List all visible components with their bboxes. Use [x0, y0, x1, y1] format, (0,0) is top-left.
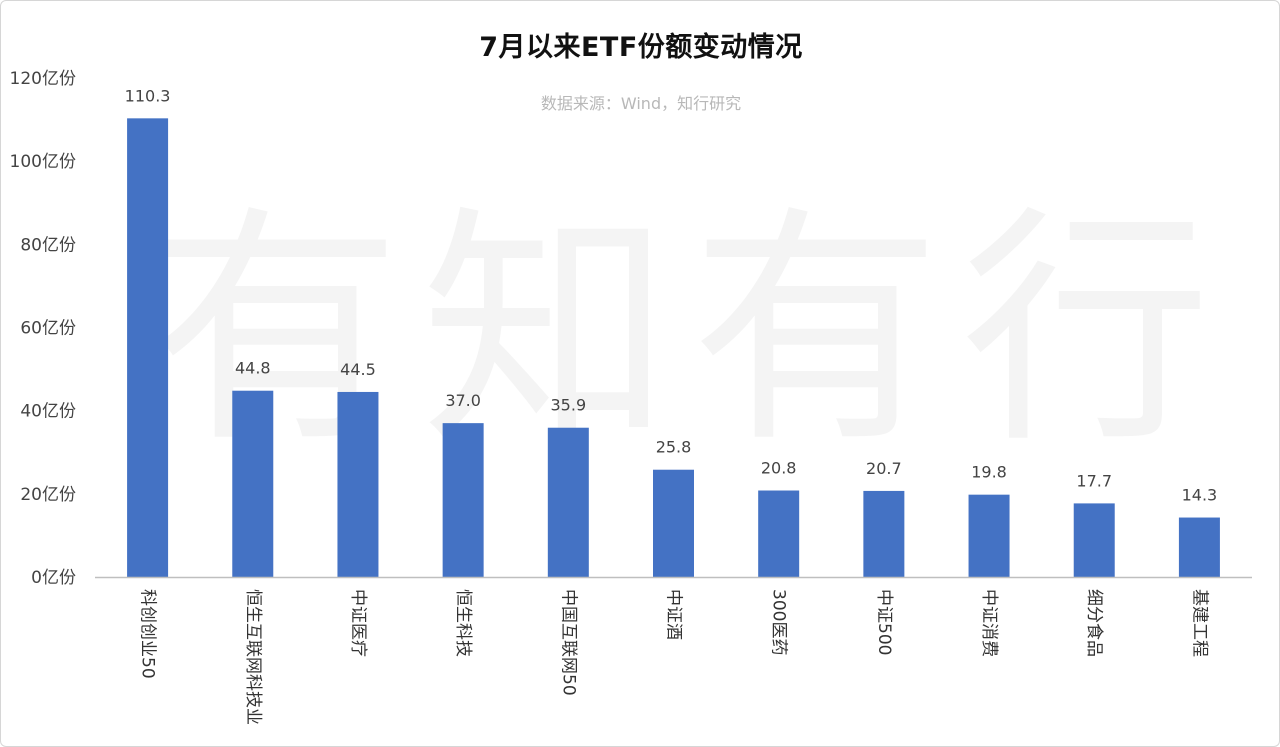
- data-label: 17.7: [1076, 471, 1112, 490]
- bar: [127, 118, 169, 578]
- data-label: 110.3: [125, 86, 171, 105]
- bar: [1178, 517, 1220, 577]
- data-label: 14.3: [1182, 486, 1218, 505]
- category-label: 恒生科技: [453, 589, 473, 657]
- bar: [547, 427, 589, 577]
- data-label: 20.7: [866, 459, 902, 478]
- y-tick-label: 60亿份: [20, 319, 76, 339]
- category-label: 恒生互联网科技业: [243, 589, 263, 725]
- data-label: 20.8: [761, 459, 797, 478]
- chart-source-note: 数据来源：Wind，知行研究: [540, 94, 742, 113]
- y-tick-label: 100亿份: [10, 152, 76, 172]
- data-label: 19.8: [971, 463, 1007, 482]
- data-label: 37.0: [445, 391, 481, 410]
- y-tick-label: 40亿份: [20, 402, 76, 422]
- bar: [863, 490, 905, 577]
- category-label: 细分食品: [1084, 589, 1104, 657]
- bar: [1073, 503, 1115, 577]
- y-tick-label: 80亿份: [20, 235, 76, 255]
- y-tick-label: 0亿份: [31, 568, 76, 588]
- category-label: 中国互联网50: [558, 589, 578, 696]
- category-label: 中证医疗: [348, 589, 368, 657]
- category-label: 300医药: [769, 589, 789, 655]
- data-label: 44.5: [340, 360, 376, 379]
- data-label: 25.8: [656, 438, 692, 457]
- y-tick-label: 120亿份: [10, 69, 76, 89]
- data-label: 35.9: [551, 396, 587, 415]
- chart-title: 7月以来ETF份额变动情况: [479, 32, 803, 63]
- category-label: 基建工程: [1189, 589, 1209, 657]
- y-tick-label: 20亿份: [20, 485, 76, 505]
- bar: [968, 494, 1010, 577]
- bar: [653, 469, 694, 577]
- bar: [442, 423, 484, 577]
- category-label: 科创创业50: [138, 589, 158, 679]
- category-label: 中证消费: [979, 589, 999, 657]
- data-label: 44.8: [235, 359, 271, 378]
- category-label: 中证500: [874, 589, 894, 655]
- category-label: 中证酒: [664, 589, 684, 640]
- bar: [232, 390, 274, 577]
- bar: [337, 391, 379, 577]
- bar: [758, 490, 800, 577]
